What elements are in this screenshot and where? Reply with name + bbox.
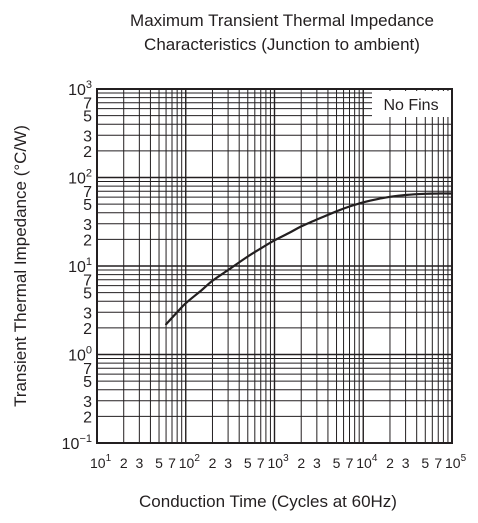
y-tick-label: 3 — [83, 128, 92, 145]
y-tick-label: 100 — [68, 345, 92, 365]
y-tick-label: 5 — [83, 197, 92, 214]
x-tick-label: 105 — [445, 453, 467, 471]
chart-grid — [97, 89, 452, 443]
x-tick-labels: 101 2 3 5 7 102 2 3 5 7 103 2 3 5 7 104 2 3 5 7 105 — [90, 453, 467, 471]
y-axis-label: Transient Thermal Impedance (°C/W) — [11, 125, 30, 407]
tick-exponent: 1 — [86, 256, 92, 268]
tick-exponent: 5 — [461, 453, 467, 464]
x-tick-label: 101 — [90, 453, 112, 471]
y-tick-label: 7 — [83, 361, 92, 378]
tick-exponent: 2 — [194, 453, 200, 464]
x-tick-label: 2 — [386, 455, 394, 471]
y-tick-label: 102 — [68, 168, 92, 188]
tick-exponent: 3 — [86, 79, 92, 91]
tick-base: 10 — [62, 436, 80, 453]
chart-title: Maximum Transient Thermal Impedance Char… — [130, 11, 434, 54]
x-tick-label: 7 — [346, 455, 354, 471]
tick-exponent: 1 — [106, 453, 112, 464]
x-tick-label: 3 — [224, 455, 232, 471]
x-tick-label: 5 — [155, 455, 163, 471]
tick-exponent: 4 — [372, 453, 378, 464]
tick-base: 10 — [68, 171, 86, 188]
y-tick-label: 7 — [83, 184, 92, 201]
tick-exponent: 0 — [86, 345, 92, 357]
x-tick-label: 7 — [168, 455, 176, 471]
tick-base: 10 — [68, 259, 86, 276]
y-tick-label: 103 — [68, 79, 92, 99]
tick-exponent: 3 — [283, 453, 289, 464]
x-tick-label: 7 — [434, 455, 442, 471]
tick-base: 10 — [179, 455, 195, 471]
tick-base: 10 — [68, 348, 86, 365]
x-tick-label: 7 — [257, 455, 265, 471]
x-axis-label: Conduction Time (Cycles at 60Hz) — [139, 492, 397, 511]
y-tick-label: 2 — [83, 409, 92, 426]
y-tick-label: 7 — [83, 96, 92, 113]
x-tick-label: 3 — [135, 455, 143, 471]
chart-title-line-1: Maximum Transient Thermal Impedance — [130, 11, 434, 30]
y-tick-label: 5 — [83, 286, 92, 303]
no-fins-annotation: No Fins — [372, 91, 451, 117]
y-tick-label: 3 — [83, 305, 92, 322]
x-tick-label: 5 — [244, 455, 252, 471]
x-tick-label: 103 — [268, 453, 290, 471]
chart-title-line-2: Characteristics (Junction to ambient) — [144, 35, 420, 54]
y-tick-label: 7 — [83, 273, 92, 290]
tick-base: 10 — [356, 455, 372, 471]
tick-base: 10 — [445, 455, 461, 471]
x-tick-label: 3 — [313, 455, 321, 471]
y-tick-label: 2 — [83, 144, 92, 161]
y-tick-label: 5 — [83, 109, 92, 126]
tick-exponent: −1 — [79, 433, 92, 445]
y-tick-label: 10−1 — [62, 433, 92, 453]
x-tick-label: 5 — [421, 455, 429, 471]
x-tick-label: 2 — [120, 455, 128, 471]
x-tick-label: 104 — [356, 453, 378, 471]
annotation-label: No Fins — [383, 97, 438, 114]
series-line — [165, 192, 454, 326]
tick-base: 10 — [268, 455, 284, 471]
y-tick-label: 101 — [68, 256, 92, 276]
x-tick-label: 3 — [402, 455, 410, 471]
x-tick-label: 2 — [297, 455, 305, 471]
tick-exponent: 2 — [86, 168, 92, 180]
y-tick-label: 5 — [83, 374, 92, 391]
tick-base: 10 — [90, 455, 106, 471]
plot-frame — [96, 88, 453, 444]
y-tick-label: 2 — [83, 232, 92, 249]
tick-base: 10 — [68, 82, 86, 99]
y-tick-label: 2 — [83, 321, 92, 338]
y-tick-label: 3 — [83, 217, 92, 234]
x-tick-label: 5 — [333, 455, 341, 471]
x-tick-label: 2 — [209, 455, 217, 471]
x-tick-label: 102 — [179, 453, 201, 471]
annotation-box — [372, 91, 451, 117]
y-tick-label: 3 — [83, 394, 92, 411]
